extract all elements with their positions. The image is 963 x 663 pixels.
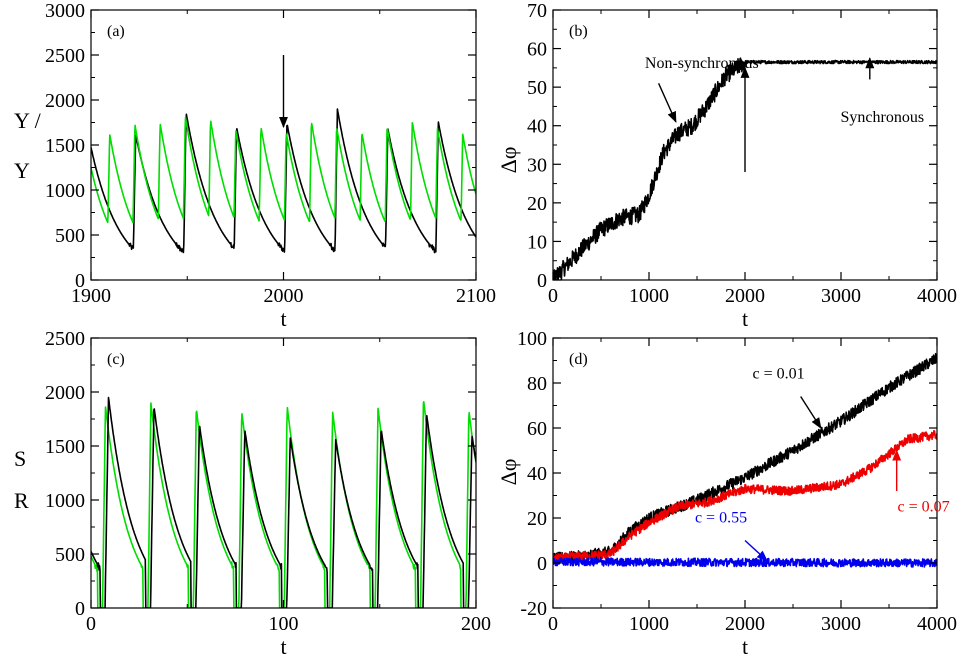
annotation-arrow-d (744, 539, 768, 562)
panel-tag-c: (c) (107, 351, 125, 368)
y-axis-label-d: Δφ (496, 459, 521, 486)
x-tick-label-b: 1000 (629, 285, 669, 307)
y-axis-label-c: R (14, 488, 29, 513)
x-tick-label-d: 2000 (725, 613, 765, 635)
y-tick-label-d: 0 (537, 553, 547, 575)
plot-area-d (553, 352, 937, 568)
x-tick-label-d: 3000 (821, 613, 861, 635)
panel-a: 1900 2000 2100 0 500 1000 1500 2000 2500 3000 t Y /… (14, 0, 496, 331)
y-tick-label-d: 100 (517, 328, 547, 350)
y-tick-label-a: 1000 (45, 180, 85, 202)
x-axis-label-c: t (280, 634, 286, 659)
x-tick-label-b: 4000 (917, 285, 957, 307)
panel-d: 0 1000 2000 3000 4000-20020406080100tΔφ(d)c … (496, 328, 957, 659)
panel-b: 0 1000 2000 3000 4000 0 10 20 30 40 50 60 70 t Δφ (b) No… (496, 0, 957, 331)
axes-frame-a (90, 9, 477, 281)
x-tick-label-c: 100 (269, 613, 299, 635)
x-tick-label-c: 0 (86, 613, 96, 635)
series-line-d-2 (553, 557, 937, 568)
y-tick-label-a: 2000 (45, 90, 85, 112)
annotation-label-b: Synchronous (840, 109, 924, 126)
x-tick-label-a: 2100 (456, 285, 496, 307)
series-line-c-0 (91, 401, 476, 608)
y-tick-label-c: 2000 (45, 382, 85, 404)
y-tick-label-d: 60 (527, 418, 547, 440)
y-tick-label-d: 80 (527, 373, 547, 395)
axes-frame-d (552, 337, 938, 609)
series-line-d-1 (553, 430, 937, 563)
y-tick-label-b: 70 (527, 0, 547, 22)
x-tick-label-d: 1000 (629, 613, 669, 635)
series-line-a-1 (91, 116, 476, 224)
y-tick-label-b: 10 (527, 231, 547, 253)
y-tick-label-c: 500 (55, 544, 85, 566)
x-axis-label-a: t (280, 306, 286, 331)
x-axis-label-d: t (742, 634, 748, 659)
x-tick-label-d: 0 (548, 613, 558, 635)
y-tick-label-d: -20 (520, 598, 547, 620)
y-tick-label-a: 1500 (45, 135, 85, 157)
x-tick-label-a: 1900 (71, 285, 111, 307)
y-tick-label-b: 20 (527, 193, 547, 215)
panel-tag-a: (a) (107, 23, 125, 40)
annotation-arrow-d (800, 396, 822, 429)
x-axis-label-b: t (742, 306, 748, 331)
annotation-label-d: c = 0.01 (753, 366, 805, 383)
series-line-a-0 (91, 108, 476, 254)
y-tick-label-b: 50 (527, 77, 547, 99)
x-tick-label-b: 2000 (725, 285, 765, 307)
plot-area-c (91, 396, 476, 608)
annotation-arrow-b (657, 82, 677, 123)
y-tick-label-a: 500 (55, 225, 85, 247)
y-axis-label-a: Y / (14, 108, 42, 133)
y-tick-label-b: 30 (527, 154, 547, 176)
annotation-label-d: c = 0.55 (695, 510, 747, 527)
plot-area-a (91, 108, 476, 254)
y-tick-label-b: 40 (527, 116, 547, 138)
y-axis-label-a: Y (14, 158, 30, 183)
y-tick-label-c: 2500 (45, 328, 85, 350)
panel-tag-d: (d) (569, 351, 588, 368)
y-tick-label-b: 60 (527, 39, 547, 61)
y-tick-label-a: 0 (75, 270, 85, 292)
annotation-label-b: Non-synchronous (645, 55, 759, 72)
series-line-c-1 (91, 396, 476, 608)
y-tick-label-a: 3000 (45, 0, 85, 22)
y-tick-label-d: 20 (527, 508, 547, 530)
y-tick-label-c: 0 (75, 598, 85, 620)
x-tick-label-b: 3000 (821, 285, 861, 307)
x-tick-label-b: 0 (548, 285, 558, 307)
x-tick-label-a: 2000 (264, 285, 304, 307)
y-tick-label-c: 1000 (45, 490, 85, 512)
x-tick-label-d: 4000 (917, 613, 957, 635)
y-tick-label-b: 0 (537, 270, 547, 292)
panel-tag-b: (b) (569, 23, 588, 40)
y-tick-label-c: 1500 (45, 436, 85, 458)
y-axis-label-c: S (14, 446, 26, 471)
y-tick-label-a: 2500 (45, 45, 85, 67)
y-tick-label-d: 40 (527, 463, 547, 485)
annotation-label-d: c = 0.07 (897, 498, 949, 515)
x-tick-label-c: 200 (461, 613, 491, 635)
y-axis-label-b: Δφ (496, 147, 521, 174)
